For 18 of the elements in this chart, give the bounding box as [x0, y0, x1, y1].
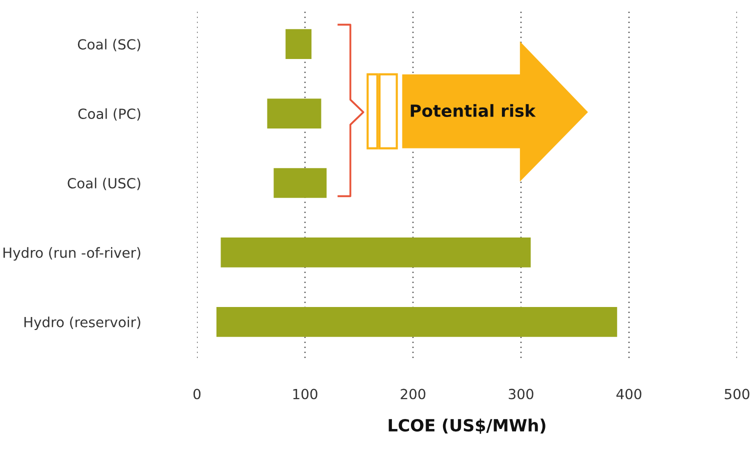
- x-tick-label: 400: [616, 388, 642, 400]
- bar: [216, 306, 618, 337]
- y-tick-label: Coal (SC): [78, 38, 140, 52]
- y-tick-label: Coal (PC): [78, 108, 140, 121]
- x-tick-label: 500: [724, 388, 750, 400]
- bar: [286, 29, 312, 60]
- y-tick-label: Hydro (run -of-river): [4, 247, 140, 261]
- x-tick-label: 300: [508, 388, 534, 400]
- x-tick-label: 100: [293, 388, 318, 400]
- annotation: Potential risk: [410, 104, 536, 118]
- y-tick-label: Coal (USC): [68, 178, 140, 190]
- x-tick-label: 0: [193, 388, 200, 400]
- bar: [274, 168, 327, 198]
- bar: [220, 238, 531, 268]
- bar: [267, 98, 322, 128]
- y-tick-label: Hydro (reservoir): [24, 316, 140, 330]
- x-axis-title: LCOE (US$/MWh): [388, 418, 546, 434]
- x-tick-label: 200: [400, 388, 426, 400]
